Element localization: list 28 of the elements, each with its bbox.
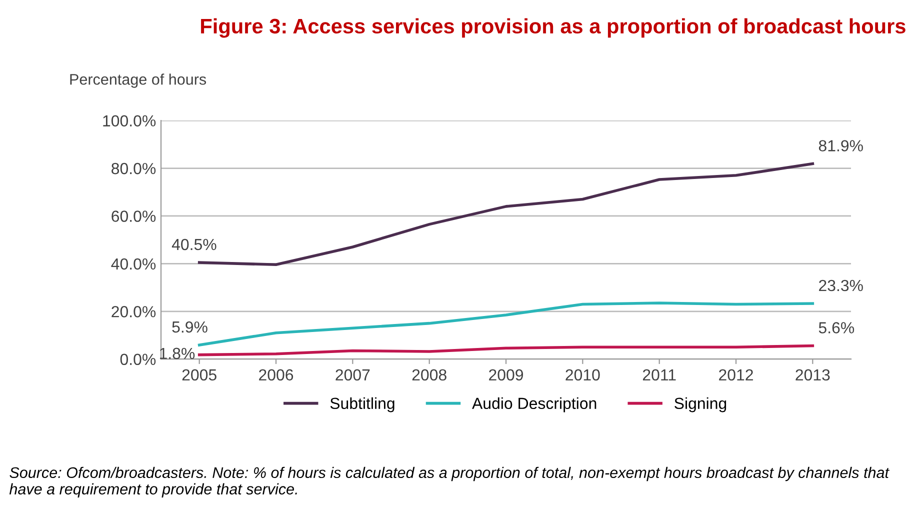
y-tick-label: 20.0%: [112, 306, 156, 318]
y-axis-title: Percentage of hours: [70, 74, 206, 88]
source-note: Source: Ofcom/broadcasters. Note: % of hours is calculated as a proportion of total, non-exempt hours broadcast by channels that have a requirement to provide that service.: [9, 466, 890, 498]
line-series: [198, 344, 814, 356]
x-tick-label: 2012: [719, 369, 753, 381]
legend-label: Signing: [674, 397, 726, 412]
annotation: 23.3%: [819, 280, 863, 292]
y-tick-label: 100.0%: [103, 115, 156, 126]
legend-label: Subtitling: [330, 397, 394, 412]
chart-title: Figure 3: Access services provision as a proportion of broadcast hours: [201, 18, 906, 38]
x-tick-label: 2009: [489, 369, 524, 381]
y-tick-label: 60.0%: [112, 210, 156, 222]
legend-label: Audio Description: [472, 397, 596, 412]
annotation: 1.8%: [160, 348, 195, 360]
y-tick-label: 80.0%: [112, 162, 156, 174]
annotation: 5.6%: [818, 322, 854, 334]
x-tick-label: 2011: [642, 369, 676, 381]
y-tick-label: 40.0%: [111, 258, 156, 270]
x-tick-label: 2006: [259, 369, 294, 381]
x-tick-label: 2008: [412, 369, 446, 381]
annotation: 81.9%: [818, 140, 863, 152]
annotation: 40.5%: [172, 238, 216, 250]
x-tick-label: 2010: [566, 369, 600, 381]
x-tick-label: 2013: [796, 369, 830, 381]
x-tick-label: 2005: [182, 369, 216, 381]
x-tick-label: 2007: [336, 369, 370, 381]
annotation: 5.9%: [172, 321, 208, 333]
y-tick-label: 0.0%: [120, 354, 156, 366]
